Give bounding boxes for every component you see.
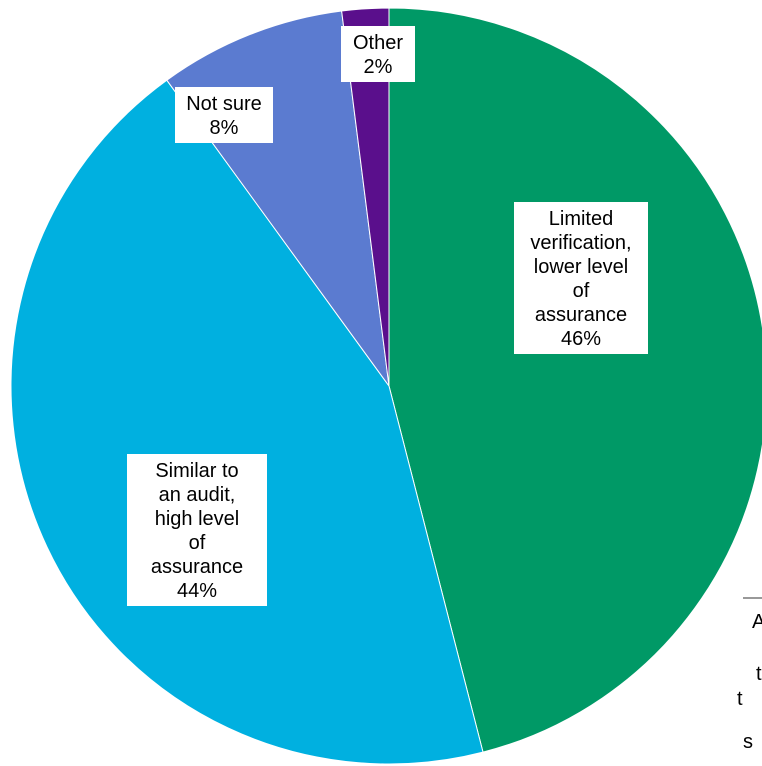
annotation-partial-text: t xyxy=(756,663,762,685)
slice-label-line: verification, xyxy=(530,232,631,254)
pie-slice-other xyxy=(341,7,390,387)
slice-label-box xyxy=(514,202,648,354)
slice-label-line: of xyxy=(189,532,206,554)
slice-label-line: Other xyxy=(353,32,403,54)
slice-label-line: Similar to xyxy=(155,460,238,482)
slice-label-line: Limited xyxy=(549,208,613,230)
slice-label-line: an audit, xyxy=(159,484,236,506)
slice-value-text: 46% xyxy=(561,328,601,350)
slice-label-line: lower level xyxy=(534,256,628,278)
slice-label-line: assurance xyxy=(535,304,627,326)
slice-value-text: 44% xyxy=(177,580,217,602)
annotation-partial-text: t xyxy=(737,688,743,710)
slice-label-line: assurance xyxy=(151,556,243,578)
slice-value-text: 8% xyxy=(210,117,239,139)
slice-label-box xyxy=(175,87,273,143)
slice-label-line: of xyxy=(573,280,590,302)
annotation-partial-text: A xyxy=(752,611,762,633)
pie-slices xyxy=(10,7,762,765)
slice-label-line: Not sure xyxy=(186,93,262,115)
slice-label-box xyxy=(127,454,267,606)
slice-label-box xyxy=(341,26,415,82)
annotation-partial-text: s xyxy=(743,731,753,753)
pie-slice-limited-verification xyxy=(388,7,762,753)
slice-label-line: high level xyxy=(155,508,240,530)
slice-value-text: 2% xyxy=(364,56,393,78)
